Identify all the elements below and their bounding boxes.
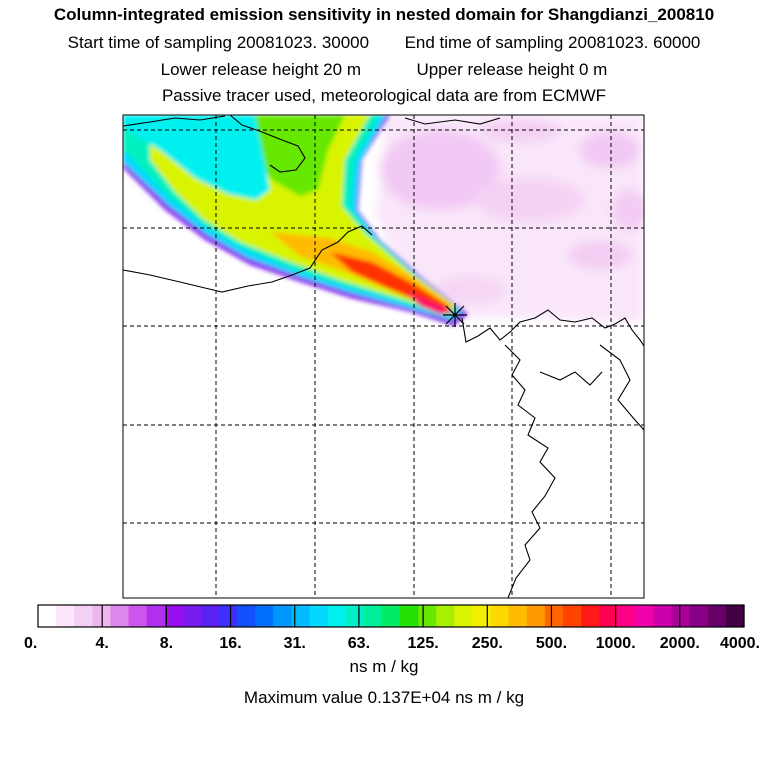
map-frame bbox=[122, 114, 645, 599]
colorbar-cell bbox=[146, 605, 166, 627]
colorbar-cell bbox=[291, 605, 311, 627]
colorbar-cell bbox=[345, 605, 365, 627]
colorbar-cell bbox=[617, 605, 636, 627]
tracer-note: Passive tracer used, meteorological data… bbox=[161, 86, 607, 105]
colorbar-cell bbox=[219, 605, 238, 627]
release-heights: Lower release height 20 m Upper release … bbox=[0, 60, 768, 80]
colorbar-cell bbox=[689, 605, 709, 627]
colorbar-ticks: 0. 4. 8. 16. 31. 63. 125. 250. 500. 1000. 2000. 400… bbox=[24, 605, 760, 652]
colorbar-cell bbox=[273, 605, 293, 627]
coastline-east bbox=[461, 309, 644, 347]
colorbar-cell bbox=[309, 605, 329, 627]
border-north bbox=[229, 115, 306, 173]
plume-band-magenta bbox=[405, 292, 456, 314]
chart-title: Column-integrated emission sensitivity i… bbox=[53, 5, 715, 24]
border-northwest bbox=[123, 115, 226, 127]
colorbar-cell bbox=[436, 605, 455, 627]
colorbar-cell bbox=[454, 605, 474, 627]
plume bbox=[123, 115, 468, 326]
upper-release-height: Upper release height 0 m bbox=[416, 60, 608, 79]
colorbar-cell bbox=[725, 605, 745, 627]
border-west-ridge bbox=[123, 225, 373, 293]
colorbar-cell bbox=[508, 605, 528, 627]
plume-band-red bbox=[330, 252, 452, 309]
plume-band-cyan-core bbox=[123, 115, 270, 200]
colorbar-cell bbox=[526, 605, 546, 627]
receptor-marker bbox=[443, 303, 467, 327]
colorbar-tick-label: 0. bbox=[24, 635, 37, 652]
map-boundaries bbox=[123, 115, 644, 598]
colorbar-cell bbox=[38, 605, 57, 627]
colorbar-cell bbox=[110, 605, 130, 627]
end-time: End time of sampling 20081023. 60000 bbox=[404, 33, 701, 52]
colorbar-cell bbox=[381, 605, 401, 627]
colorbar-cell bbox=[400, 605, 419, 627]
colorbar-tick-label: 1000. bbox=[596, 635, 636, 652]
colorbar-tick-label: 250. bbox=[472, 635, 503, 652]
colorbar-tick-label: 4. bbox=[96, 635, 109, 652]
colorbar-cell bbox=[544, 605, 564, 627]
colorbar-cell bbox=[653, 605, 673, 627]
colorbar bbox=[38, 605, 745, 627]
colorbar-cell bbox=[128, 605, 148, 627]
colorbar-cell bbox=[74, 605, 93, 627]
map-grid bbox=[123, 115, 644, 598]
colorbar-cell bbox=[707, 605, 727, 627]
start-time: Start time of sampling 20081023. 30000 bbox=[67, 33, 370, 52]
colorbar-cell bbox=[363, 605, 383, 627]
colorbar-tick-label: 500. bbox=[536, 635, 567, 652]
coastline-bay bbox=[539, 371, 603, 386]
colorbar-cell bbox=[472, 605, 492, 627]
colorbar-cell bbox=[671, 605, 691, 627]
colorbar-tick-label: 4000. bbox=[720, 635, 760, 652]
coastline-south bbox=[504, 344, 556, 598]
colorbar-cell bbox=[164, 605, 184, 627]
colorbar-unit: ns m / kg bbox=[349, 657, 419, 676]
colorbar-tick-label: 125. bbox=[408, 635, 439, 652]
colorbar-tick-label: 63. bbox=[348, 635, 370, 652]
colorbar-cell bbox=[581, 605, 600, 627]
colorbar-cell bbox=[200, 605, 220, 627]
colorbar-tick-label: 31. bbox=[284, 635, 306, 652]
colorbar-cell bbox=[255, 605, 274, 627]
colorbar-cell bbox=[182, 605, 202, 627]
colorbar-cell bbox=[599, 605, 618, 627]
colorbar-cell bbox=[490, 605, 510, 627]
maximum-value: Maximum value 0.137E+04 ns m / kg bbox=[243, 688, 525, 707]
colorbar-tick-label: 16. bbox=[219, 635, 241, 652]
colorbar-cell bbox=[562, 605, 582, 627]
colorbar-cell bbox=[418, 605, 437, 627]
colorbar-cell bbox=[327, 605, 347, 627]
colorbar-tick-label: 2000. bbox=[660, 635, 700, 652]
border-northeast bbox=[404, 117, 501, 125]
colorbar-tick-label: 8. bbox=[160, 635, 173, 652]
coastline-inlet bbox=[599, 344, 644, 431]
colorbar-cell bbox=[56, 605, 75, 627]
lower-release-height: Lower release height 20 m bbox=[160, 60, 361, 79]
low-sensitivity-field bbox=[375, 115, 644, 322]
colorbar-frame bbox=[37, 604, 745, 628]
colorbar-cell bbox=[237, 605, 256, 627]
plume-band-green bbox=[240, 115, 345, 196]
sampling-times: Start time of sampling 20081023. 30000 E… bbox=[0, 33, 768, 53]
map-panel bbox=[123, 115, 644, 598]
colorbar-cell bbox=[635, 605, 655, 627]
